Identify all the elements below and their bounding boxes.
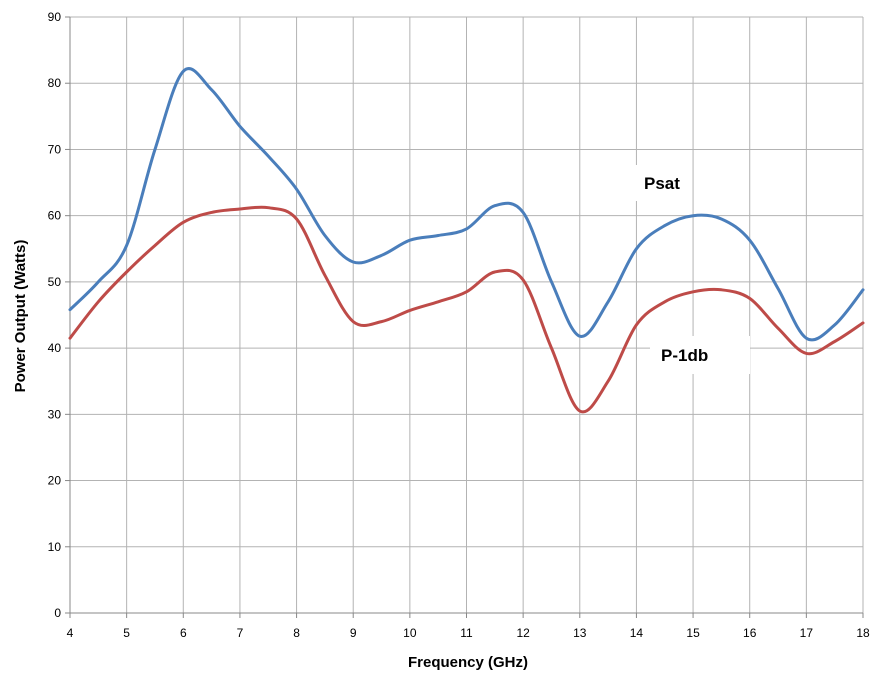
y-tick-label: 70	[48, 142, 62, 156]
x-tick-label: 11	[460, 626, 473, 640]
p1db-label-background	[650, 336, 750, 374]
x-axis-title: Frequency (GHz)	[408, 654, 528, 671]
x-tick-label: 13	[573, 626, 587, 640]
y-tick-label: 0	[54, 606, 61, 620]
psat-label: Psat	[644, 174, 680, 193]
y-axis-title: Power Output (Watts)	[12, 240, 29, 393]
y-tick-label: 90	[48, 10, 62, 24]
x-tick-label: 5	[123, 626, 130, 640]
y-tick-label: 80	[48, 76, 62, 90]
x-tick-label: 9	[350, 626, 357, 640]
x-tick-label: 6	[180, 626, 187, 640]
series-lines	[68, 67, 865, 414]
x-tick-label: 18	[856, 626, 870, 640]
p1db-label: P-1db	[661, 346, 708, 365]
x-tick-label: 14	[630, 626, 644, 640]
y-tick-label: 20	[48, 474, 62, 488]
x-tick-label: 15	[686, 626, 700, 640]
x-tick-label: 8	[293, 626, 300, 640]
x-tick-label: 4	[67, 626, 74, 640]
y-tick-label: 60	[48, 209, 62, 223]
x-tick-label: 7	[237, 626, 244, 640]
axes	[65, 16, 864, 618]
y-tick-label: 40	[48, 341, 62, 355]
x-tick-label: 12	[516, 626, 530, 640]
psat-label-background	[634, 165, 690, 201]
p1db-label-group: P-1db	[650, 336, 750, 374]
y-tick-labels: 0 10 20 30 40 50 60 70 80 90	[48, 10, 62, 620]
y-tick-label: 50	[48, 275, 62, 289]
x-tick-label: 16	[743, 626, 757, 640]
y-tick-label: 10	[48, 540, 62, 554]
x-tick-labels: 4 5 6 7 8 9 10 11 12 13 14 15 16 17 18	[67, 626, 870, 640]
psat-label-group: Psat	[634, 165, 690, 201]
x-tick-label: 10	[403, 626, 417, 640]
x-tick-label: 17	[800, 626, 814, 640]
series-line-psat	[68, 67, 865, 342]
y-tick-label: 30	[48, 407, 62, 421]
series-line-p-1db	[68, 205, 865, 414]
